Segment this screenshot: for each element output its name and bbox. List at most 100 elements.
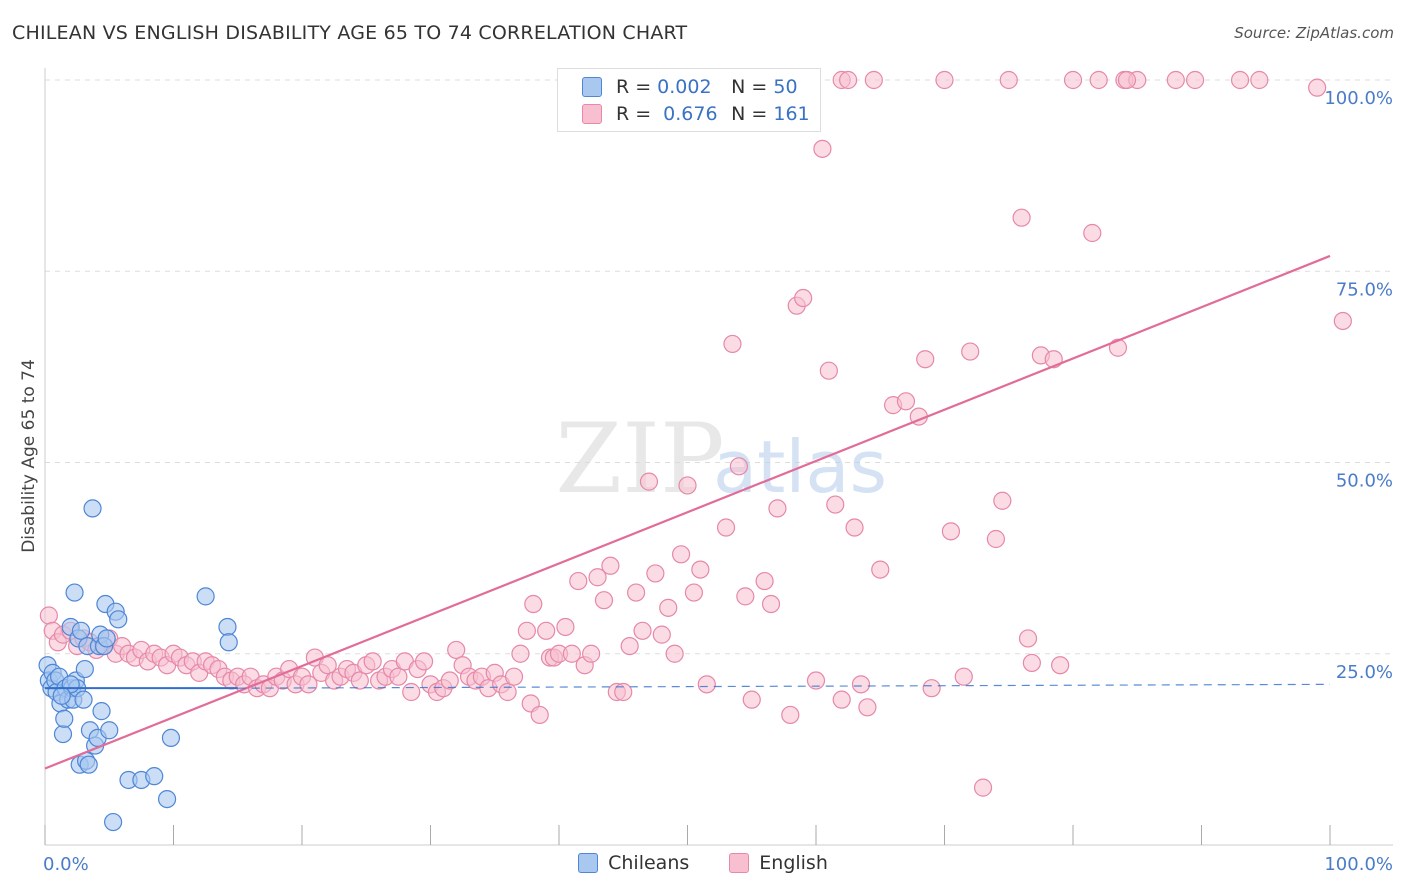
- english-point: [1308, 78, 1327, 97]
- english-point: [511, 644, 530, 663]
- chilean-point: [100, 721, 119, 740]
- english-legend-label: English: [759, 852, 828, 874]
- english-point: [723, 334, 742, 354]
- english-point: [729, 457, 749, 476]
- english-point: [633, 621, 652, 640]
- english-point: [871, 560, 890, 579]
- legend-item-english[interactable]: English: [729, 852, 828, 874]
- english-point: [530, 705, 549, 725]
- english-point: [594, 591, 614, 610]
- chilean-point: [97, 629, 116, 648]
- english-point: [517, 621, 536, 640]
- x-tick-label: 100.0%: [1324, 854, 1393, 875]
- english-point: [1166, 70, 1185, 90]
- english-point: [896, 392, 916, 411]
- legend-n-label: N =: [731, 76, 768, 98]
- chilean-point: [161, 728, 181, 748]
- english-point: [922, 679, 941, 698]
- english-point: [691, 560, 710, 579]
- chilean-point: [79, 755, 98, 774]
- chilean-points: [38, 499, 238, 832]
- legend-r-value: 0.676: [663, 103, 718, 125]
- english-point: [832, 690, 851, 709]
- english-point: [716, 518, 736, 537]
- english-point: [447, 640, 466, 660]
- english-point: [1250, 70, 1269, 90]
- y-tick-label: 50.0%: [1336, 471, 1393, 492]
- english-point: [697, 675, 716, 694]
- chileans-legend-label: Chileans: [608, 852, 690, 874]
- chilean-point: [65, 583, 84, 602]
- english-point: [761, 594, 781, 614]
- english-point: [665, 644, 684, 663]
- legend-item-chileans[interactable]: Chileans: [578, 852, 689, 874]
- english-point: [736, 587, 755, 606]
- legend-n-label: N =: [731, 103, 768, 125]
- legend-row-chileans: R = 0.002 N = 50: [582, 74, 798, 100]
- english-point: [389, 667, 408, 686]
- english-legend-swatch: [729, 853, 750, 873]
- chilean-point: [145, 767, 164, 786]
- legend-row-english: R = 0.676 N = 161: [582, 101, 810, 127]
- chilean-point: [196, 587, 215, 606]
- english-point: [845, 518, 864, 537]
- english-point: [941, 522, 961, 541]
- english-point: [1012, 208, 1031, 227]
- english-point: [999, 70, 1018, 90]
- english-point: [659, 598, 678, 617]
- english-point: [768, 499, 787, 518]
- trend-layer: [44, 254, 1331, 770]
- english-point: [839, 70, 858, 90]
- english-point: [537, 621, 556, 640]
- english-point: [498, 682, 517, 702]
- chilean-point: [157, 789, 177, 809]
- english-point: [646, 564, 665, 583]
- english-point: [851, 675, 871, 694]
- source-label: Source: ZipAtlas.com: [1234, 24, 1394, 42]
- english-point: [1333, 311, 1352, 331]
- y-tick-label: 25.0%: [1336, 662, 1393, 683]
- chilean-point: [53, 724, 73, 744]
- legend-n-value: 50: [773, 76, 798, 98]
- english-point: [935, 70, 954, 90]
- english-point: [858, 698, 877, 717]
- chilean-point: [71, 621, 91, 640]
- correlation-legend: R = 0.002 N = 50 R = 0.676 N = 161: [557, 68, 821, 132]
- english-point: [1089, 70, 1108, 90]
- english-point: [1022, 653, 1041, 673]
- label-layer: 25.0% 50.0% 75.0% 100.0% 0.0% 100.0% Disabilit…: [19, 88, 1393, 875]
- english-point: [588, 568, 607, 587]
- english-point: [414, 652, 434, 671]
- english-point: [1063, 70, 1083, 90]
- english-point: [671, 545, 691, 564]
- english-point: [562, 644, 581, 663]
- legend-r-label: R =: [616, 103, 652, 125]
- chilean-trend-extension: [237, 683, 1331, 689]
- english-point: [556, 617, 575, 637]
- chart-title: CHILEAN VS ENGLISH DISABILITY AGE 65 TO …: [12, 22, 688, 44]
- chilean-point: [74, 690, 93, 709]
- english-point: [1051, 656, 1070, 675]
- english-point: [1117, 70, 1137, 90]
- english-point: [954, 667, 973, 686]
- english-point: [993, 491, 1012, 510]
- english-point: [973, 778, 993, 797]
- english-point: [569, 571, 588, 591]
- english-point: [504, 667, 524, 686]
- y-axis-title: Disability Age 65 to 74: [19, 359, 39, 553]
- english-point: [986, 529, 1006, 549]
- english-point: [1108, 338, 1128, 357]
- english-point: [582, 644, 601, 663]
- english-point: [1185, 70, 1205, 90]
- chilean-point: [55, 709, 74, 728]
- chileans-legend-swatch: [578, 853, 599, 873]
- chilean-point: [83, 499, 102, 518]
- english-point: [363, 652, 382, 671]
- english-point: [639, 472, 659, 491]
- english-trend-line: [44, 254, 1331, 770]
- english-point: [742, 690, 761, 709]
- english-point: [916, 350, 935, 369]
- english-point: [755, 571, 774, 591]
- english-point: [402, 682, 421, 702]
- english-point: [614, 682, 633, 702]
